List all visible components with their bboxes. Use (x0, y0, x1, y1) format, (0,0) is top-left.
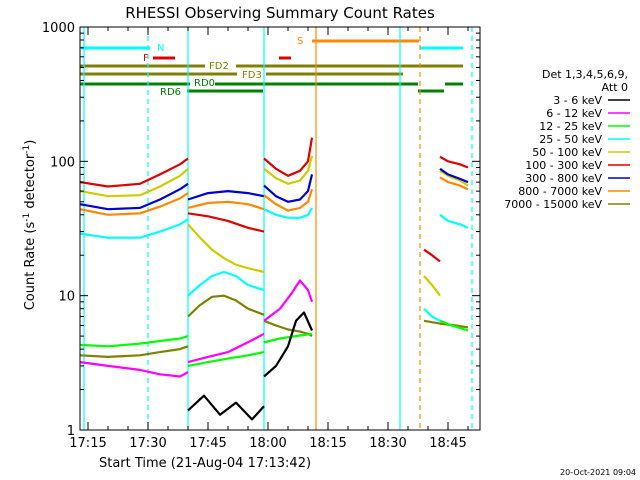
series-100-300kev (187, 212, 265, 233)
flag-label-f: F (143, 53, 149, 64)
series-25-50kev (423, 307, 441, 322)
legend-label: 7000 - 15000 keV (504, 198, 602, 211)
flag-label-n: N (157, 43, 164, 54)
series-7000-15000kev (79, 345, 189, 358)
x-tick-label: 18:00 (249, 436, 286, 451)
legend-label: 12 - 25 keV (539, 120, 602, 133)
series-12-25kev (263, 332, 313, 344)
flag-label-fd2: FD2 (209, 61, 229, 72)
flag-label-rd6: RD6 (160, 87, 181, 98)
x-tick-label: 18:15 (309, 436, 346, 451)
legend-label: 800 - 7000 keV (518, 185, 602, 198)
series-7000-15000kev (187, 294, 265, 318)
series-50-100kev (439, 169, 469, 187)
legend-header: Att 0 (602, 81, 628, 94)
legend-label: 6 - 12 keV (546, 107, 602, 120)
flag-label-fd3: FD3 (242, 70, 262, 81)
series-50-100kev (79, 167, 189, 198)
series-800-7000kev (187, 200, 265, 211)
flag-label-rd0: RD0 (194, 78, 215, 89)
series-100-300kev (79, 157, 189, 188)
legend-label: 50 - 100 keV (532, 146, 602, 159)
series-50-100kev (187, 223, 265, 274)
series-25-50kev (79, 218, 189, 239)
series-100-300kev (423, 248, 441, 263)
series-300-800kev (263, 174, 314, 203)
plot-frame (79, 26, 481, 431)
y-tick-label: 1000 (42, 21, 75, 36)
series-12-25kev (439, 319, 469, 332)
observing-flags: NF S FD2 FD3 RD0 RD6 (80, 36, 463, 98)
legend-label: 300 - 800 keV (525, 172, 602, 185)
x-axis-label: Start Time (21-Aug-04 17:13:42) (99, 456, 311, 471)
chart-title: RHESSI Observing Summary Count Rates (125, 4, 435, 22)
x-tick-label: 17:30 (129, 436, 166, 451)
flag-label-s: S (297, 36, 303, 47)
series-300-800kev (439, 167, 469, 184)
series-25-50kev (187, 270, 265, 297)
series-6-12kev (187, 332, 265, 364)
y-axis-label: Count Rate (s-1 detector-1) (22, 140, 38, 311)
series-3-6kev (187, 394, 265, 421)
x-tick-label: 17:45 (189, 436, 226, 451)
x-tick-label: 18:45 (429, 436, 466, 451)
axes: 17:15 17:30 17:45 18:00 18:15 18:30 18:45 1 10 10… (42, 21, 481, 451)
y-tick-label: 1 (67, 424, 75, 439)
x-tick-label: 17:15 (69, 436, 106, 451)
series-12-25kev (187, 351, 265, 367)
series-800-7000kev (439, 176, 469, 191)
series-25-50kev (439, 213, 469, 229)
series-12-25kev (79, 335, 189, 348)
series-3-6kev (263, 311, 314, 378)
series-25-50kev (263, 207, 313, 219)
series-100-300kev (439, 155, 469, 169)
x-tick-label: 18:30 (369, 436, 406, 451)
legend-label: 25 - 50 keV (539, 133, 602, 146)
series-6-12kev (79, 361, 189, 378)
series-lines (79, 137, 469, 421)
legend-label: 100 - 300 keV (525, 159, 602, 172)
series-100-300kev (263, 137, 314, 177)
series-800-7000kev (79, 192, 189, 216)
series-6-12kev (263, 279, 314, 322)
series-50-100kev (263, 155, 314, 185)
series-800-7000kev (263, 188, 314, 212)
series-300-800kev (79, 182, 189, 211)
series-300-800kev (187, 190, 265, 201)
series-50-100kev (423, 275, 441, 297)
legend-label: 3 - 6 keV (553, 94, 602, 107)
generation-timestamp: 20-Oct-2021 09:04 (560, 468, 636, 477)
legend-header: Det 1,3,4,5,6,9, (542, 68, 628, 81)
y-tick-label: 10 (58, 290, 75, 305)
y-tick-label: 100 (50, 155, 75, 170)
